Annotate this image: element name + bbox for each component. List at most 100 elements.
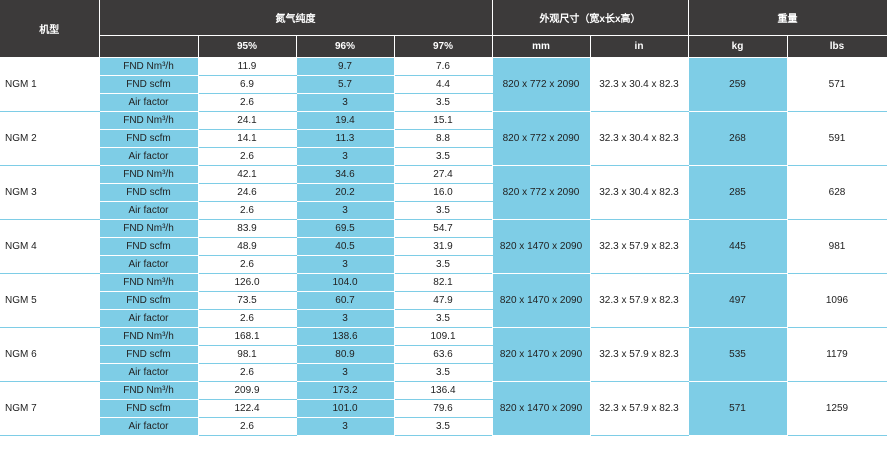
model-name: NGM 4 [0,219,100,274]
value-95: 24.6 [198,183,297,202]
value-96: 3 [296,417,395,436]
value-97: 3.5 [394,363,493,382]
header-unit-in: in [590,35,689,58]
row-label: FND Nm³/h [99,165,199,184]
header-unit-lbs: lbs [787,35,887,58]
value-97: 3.5 [394,201,493,220]
table-row: NGM 1 FND Nm³/h 11.9 9.7 7.6 820 x 772 x 2090… [0,57,887,112]
value-97: 8.8 [394,129,493,148]
value-95: 122.4 [198,399,297,418]
table-row: NGM 3 FND Nm³/h 42.1 34.6 27.4 820 x 772 x 20… [0,165,887,220]
table-row: FND scfm 122.4 101.0 79.6 [0,399,887,418]
value-97: 3.5 [394,147,493,166]
row-label: FND scfm [99,345,199,364]
table-header: 机型 氮气纯度 外观尺寸（宽x长x高） 重量 95% 96% 97% mm in… [0,0,887,58]
value-96: 3 [296,147,395,166]
table-row: NGM 4 FND Nm³/h 83.9 69.5 54.7 820 x 1470 x 2… [0,219,887,274]
header-model: 机型 [0,0,100,58]
value-97: 7.6 [394,57,493,76]
weight-kg: 571 [688,381,788,436]
table-row: FND scfm 73.5 60.7 47.9 [0,291,887,310]
dimension-in: 32.3 x 30.4 x 82.3 [590,165,689,220]
value-96: 138.6 [296,327,395,346]
value-95: 83.9 [198,219,297,238]
header-purity-97: 97% [394,35,493,58]
weight-kg: 445 [688,219,788,274]
value-95: 2.6 [198,255,297,274]
dimension-in: 32.3 x 30.4 x 82.3 [590,111,689,166]
dimension-mm: 820 x 772 x 2090 [492,165,591,220]
row-label: FND Nm³/h [99,111,199,130]
row-label: FND scfm [99,75,199,94]
weight-lbs: 628 [787,165,887,220]
value-96: 3 [296,309,395,328]
weight-kg: 285 [688,165,788,220]
table-row: NGM 2 FND Nm³/h 24.1 19.4 15.1 820 x 772 x 20… [0,111,887,166]
value-97: 54.7 [394,219,493,238]
value-95: 98.1 [198,345,297,364]
model-name: NGM 6 [0,327,100,382]
dimension-in: 32.3 x 57.9 x 82.3 [590,327,689,382]
value-97: 16.0 [394,183,493,202]
value-96: 104.0 [296,273,395,292]
value-97: 3.5 [394,309,493,328]
table-row: NGM 5 FND Nm³/h 126.0 104.0 82.1 820 x 1470 x… [0,273,887,328]
dimension-in: 32.3 x 30.4 x 82.3 [590,57,689,112]
row-label: FND Nm³/h [99,219,199,238]
table-row: FND scfm 98.1 80.9 63.6 [0,345,887,364]
value-97: 3.5 [394,255,493,274]
value-95: 73.5 [198,291,297,310]
value-97: 4.4 [394,75,493,94]
value-97: 82.1 [394,273,493,292]
row-label: FND scfm [99,399,199,418]
value-96: 5.7 [296,75,395,94]
value-95: 209.9 [198,381,297,400]
value-97: 47.9 [394,291,493,310]
weight-kg: 497 [688,273,788,328]
row-label: FND Nm³/h [99,381,199,400]
table-body: NGM 1 FND Nm³/h 11.9 9.7 7.6 820 x 772 x 2090… [0,57,887,436]
value-95: 2.6 [198,363,297,382]
dimension-in: 32.3 x 57.9 x 82.3 [590,381,689,436]
value-95: 2.6 [198,147,297,166]
row-label: Air factor [99,417,199,436]
table-row: FND scfm 48.9 40.5 31.9 [0,237,887,256]
dimension-mm: 820 x 1470 x 2090 [492,273,591,328]
value-95: 126.0 [198,273,297,292]
header-blank [99,35,199,58]
value-96: 11.3 [296,129,395,148]
header-purity: 氮气纯度 [99,0,493,36]
row-label: Air factor [99,201,199,220]
table-row: FND scfm 14.1 11.3 8.8 [0,129,887,148]
table-row: Air factor 2.6 3 3.5 [0,255,887,274]
value-95: 11.9 [198,57,297,76]
header-purity-96: 96% [296,35,395,58]
weight-kg: 268 [688,111,788,166]
table-row: FND scfm 6.9 5.7 4.4 [0,75,887,94]
value-96: 9.7 [296,57,395,76]
weight-lbs: 1096 [787,273,887,328]
spec-table: 机型 氮气纯度 外观尺寸（宽x长x高） 重量 95% 96% 97% mm in… [0,0,887,436]
model-name: NGM 2 [0,111,100,166]
value-96: 60.7 [296,291,395,310]
row-label: FND Nm³/h [99,273,199,292]
value-96: 69.5 [296,219,395,238]
value-95: 2.6 [198,417,297,436]
table-row: NGM 6 FND Nm³/h 168.1 138.6 109.1 820 x 1470 … [0,327,887,382]
value-95: 168.1 [198,327,297,346]
model-name: NGM 1 [0,57,100,112]
model-name: NGM 3 [0,165,100,220]
value-97: 109.1 [394,327,493,346]
value-96: 19.4 [296,111,395,130]
value-96: 101.0 [296,399,395,418]
value-95: 14.1 [198,129,297,148]
value-97: 63.6 [394,345,493,364]
weight-kg: 535 [688,327,788,382]
value-95: 2.6 [198,93,297,112]
row-label: Air factor [99,363,199,382]
model-name: NGM 5 [0,273,100,328]
row-label: Air factor [99,147,199,166]
value-95: 48.9 [198,237,297,256]
value-95: 42.1 [198,165,297,184]
table-row: Air factor 2.6 3 3.5 [0,363,887,382]
